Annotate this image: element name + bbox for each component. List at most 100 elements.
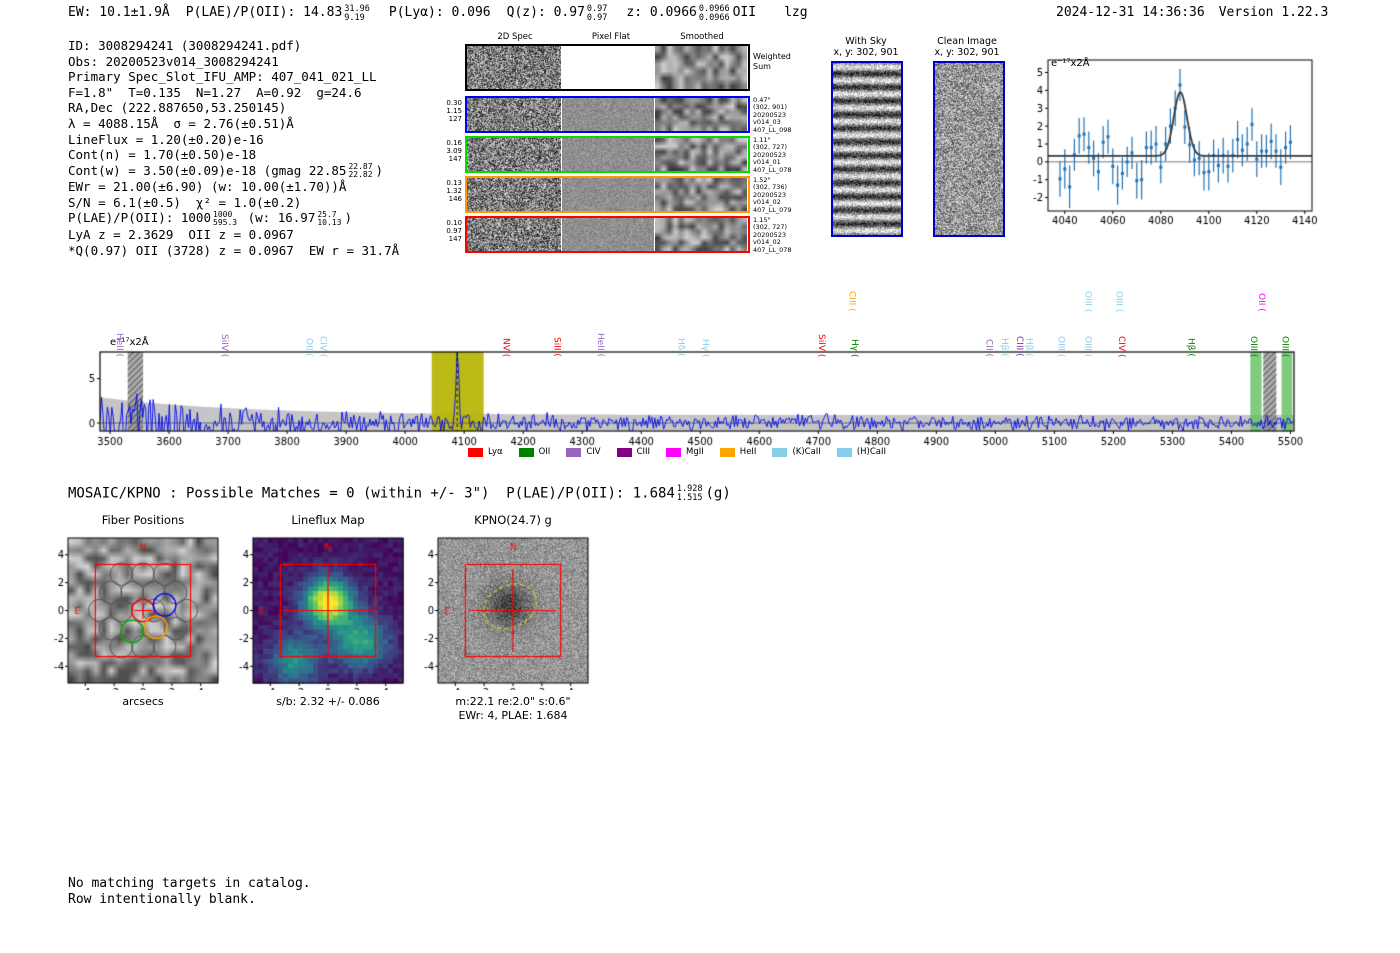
spectral-line-label: OIII (: [1279, 335, 1290, 357]
spectral-line-label: OIII (: [1082, 290, 1093, 312]
pixelflat-image: [562, 98, 654, 131]
summary-header: EW: 10.1±1.9Å P(LAE)/P(OII): 14.83 31.96…: [68, 5, 808, 22]
spec2d-right-value: (302, 901): [753, 103, 788, 112]
spec2d-right-value: v014_02: [753, 238, 781, 247]
legend-label: Lyα: [488, 447, 503, 457]
spec2d-image: [467, 98, 561, 131]
spec2d-left-value: 0.10: [446, 219, 462, 227]
spectral-line-label: CII (: [983, 339, 994, 357]
spectral-line-label: Hγ (: [700, 338, 711, 357]
detection-info-block: ID: 3008294241 (3008294241.pdf) Obs: 202…: [68, 38, 399, 258]
legend-swatch: [468, 447, 483, 457]
linefit-units-annotation: e⁻¹⁷x2Å: [1051, 58, 1090, 69]
z-sup: 0.0966: [698, 4, 730, 14]
plae-w-range: 25.7 10.13: [317, 210, 341, 227]
legend-label: (H)CaII: [856, 447, 886, 457]
spec2d-row-right-labels: 1.15" (302, 727) 20200523 v014_02 407_LL_078: [753, 216, 797, 254]
report-datetime: 2024-12-31 14:36:36: [1056, 5, 1205, 20]
legend-swatch: [518, 447, 534, 457]
pixelflat-image: [562, 138, 654, 171]
pixelflat-image: [562, 178, 654, 211]
clean-header: Clean Image x, y: 302, 901: [934, 36, 999, 58]
qz-value: Q(z): 0.97: [506, 5, 585, 20]
lineflux-map-xlabel: s/b: 2.32 +/- 0.086: [276, 695, 380, 708]
fiber-positions-xlabel: arcsecs: [122, 695, 164, 708]
spectral-line-label: OIII (: [1113, 290, 1124, 312]
spectral-line-label: Hβ (: [1023, 338, 1034, 357]
withsky-ccd-image: [831, 61, 903, 237]
catalog-plae-sup: 1.928: [676, 484, 703, 494]
spec2d-row-left-labels: 0.16 3.09 147: [437, 139, 462, 164]
legend-item: Lyα: [468, 447, 503, 457]
plae-sup: 31.96: [344, 4, 370, 14]
spectrum-legend: Lyα OII CIV CIII MgII HeII (K)CaII (H)CaII: [468, 447, 902, 457]
fiber-positions-title: Fiber Positions: [101, 513, 185, 527]
legend-item: HeII: [719, 447, 756, 457]
qz-sup: 0.97: [586, 4, 608, 14]
legend-item: CIII: [616, 447, 650, 457]
spectral-line-label: OIII (: [1247, 335, 1258, 357]
spectral-line-label: Hγ (: [848, 338, 859, 357]
spec2d-right-value: 20200523: [753, 190, 787, 199]
qz-sub: 0.97: [586, 12, 608, 23]
catalog-plae-sub: 1.515: [676, 492, 703, 503]
spec2d-right-value: (302, 727): [753, 143, 788, 152]
spec2d-row-right-labels: 0.47" (302, 901) 20200523 v014_03 407_LL_098: [753, 96, 797, 134]
line-fit-chart: [1028, 50, 1328, 235]
spectral-line-label: CIII (: [1014, 336, 1025, 357]
spec2d-image: [467, 46, 561, 89]
spec2d-left-value: 147: [448, 235, 462, 244]
kpno-xlabel-1: m:22.1 re:2.0" s:0.6": [455, 695, 571, 708]
detection-id: ID: 3008294241 (3008294241.pdf): [68, 38, 302, 53]
observation-id: Obs: 20200523v014_3008294241: [68, 53, 279, 69]
spec2d-left-value: 0.97: [446, 227, 462, 236]
plae-sub: 9.19: [344, 12, 365, 23]
spec2d-right-value: 20200523: [753, 110, 787, 119]
spectral-line-label: CIII (: [846, 291, 857, 312]
spectral-line-label: OII (: [303, 338, 314, 357]
spectral-line-label: SiIV (: [219, 333, 230, 357]
legend-item: OII: [518, 447, 550, 457]
spectral-line-label: OII (: [1256, 293, 1267, 312]
legend-swatch: [616, 447, 632, 457]
spectral-line-label: OIII (: [1055, 335, 1066, 357]
spec2d-left-value: 146: [448, 195, 462, 204]
withsky-xy: x, y: 302, 901: [833, 47, 899, 58]
spec2d-right-value: 1.11": [753, 136, 771, 144]
smoothed-image: [655, 138, 747, 171]
spec2d-right-value: 407_LL_078: [753, 245, 792, 254]
footer-note: No matching targets in catalog. Row inte…: [68, 876, 311, 907]
spectral-line-label: CIV (: [317, 335, 328, 357]
spec2d-left-value: 3.09: [446, 147, 462, 156]
spec2d-right-value: v014_01: [753, 158, 781, 167]
plae-detail-text: P(LAE)/P(OII): 1000: [68, 210, 211, 226]
gmag-range: 22.87 22.82: [348, 163, 372, 179]
spectrum-units-annotation: e⁻¹⁷x2Å: [110, 337, 149, 348]
spectral-line-label: NV (: [500, 337, 511, 357]
fiber-positions-plot: [48, 530, 228, 690]
report-meta: 2024-12-31 14:36:36 Version 1.22.3: [1056, 5, 1328, 21]
spec2d-row-right-labels: 1.11" (302, 727) 20200523 v014_01 407_LL_078: [753, 136, 797, 174]
continuum-w-close: ): [375, 162, 384, 178]
catalog-match-text: MOSAIC/KPNO : Possible Matches = 0 (with…: [68, 485, 675, 502]
z-range: 0.0966 0.0966: [699, 5, 730, 22]
spec2d-left-value: 1.15: [446, 107, 462, 116]
spec2d-right-value: v014_03: [753, 118, 781, 127]
p-lya-value: P(Lyα): 0.096: [388, 5, 491, 20]
legend-item: (K)CaII: [772, 447, 821, 457]
legend-swatch: [772, 447, 788, 457]
spectral-line-label: HeII (: [114, 333, 125, 357]
pixelflat-image: [562, 218, 654, 251]
legend-item: (H)CaII: [836, 447, 886, 457]
kpno-title: KPNO(24.7) g: [474, 513, 552, 527]
plae-poii-range: 31.96 9.19: [344, 5, 370, 22]
plae-detail-close: ): [344, 210, 352, 226]
legend-item: MgII: [666, 447, 704, 457]
spectral-line-label: Hδ (: [675, 338, 686, 357]
smoothed-image: [655, 178, 747, 211]
footer-line-2: Row intentionally blank.: [68, 891, 256, 907]
col-header-pixelflat: Pixel Flat: [591, 32, 631, 42]
plae-detail-sup: 1000: [213, 209, 233, 219]
catalog-match-band: (g): [705, 485, 731, 502]
spec2d-left-value: 0.30: [446, 99, 462, 107]
